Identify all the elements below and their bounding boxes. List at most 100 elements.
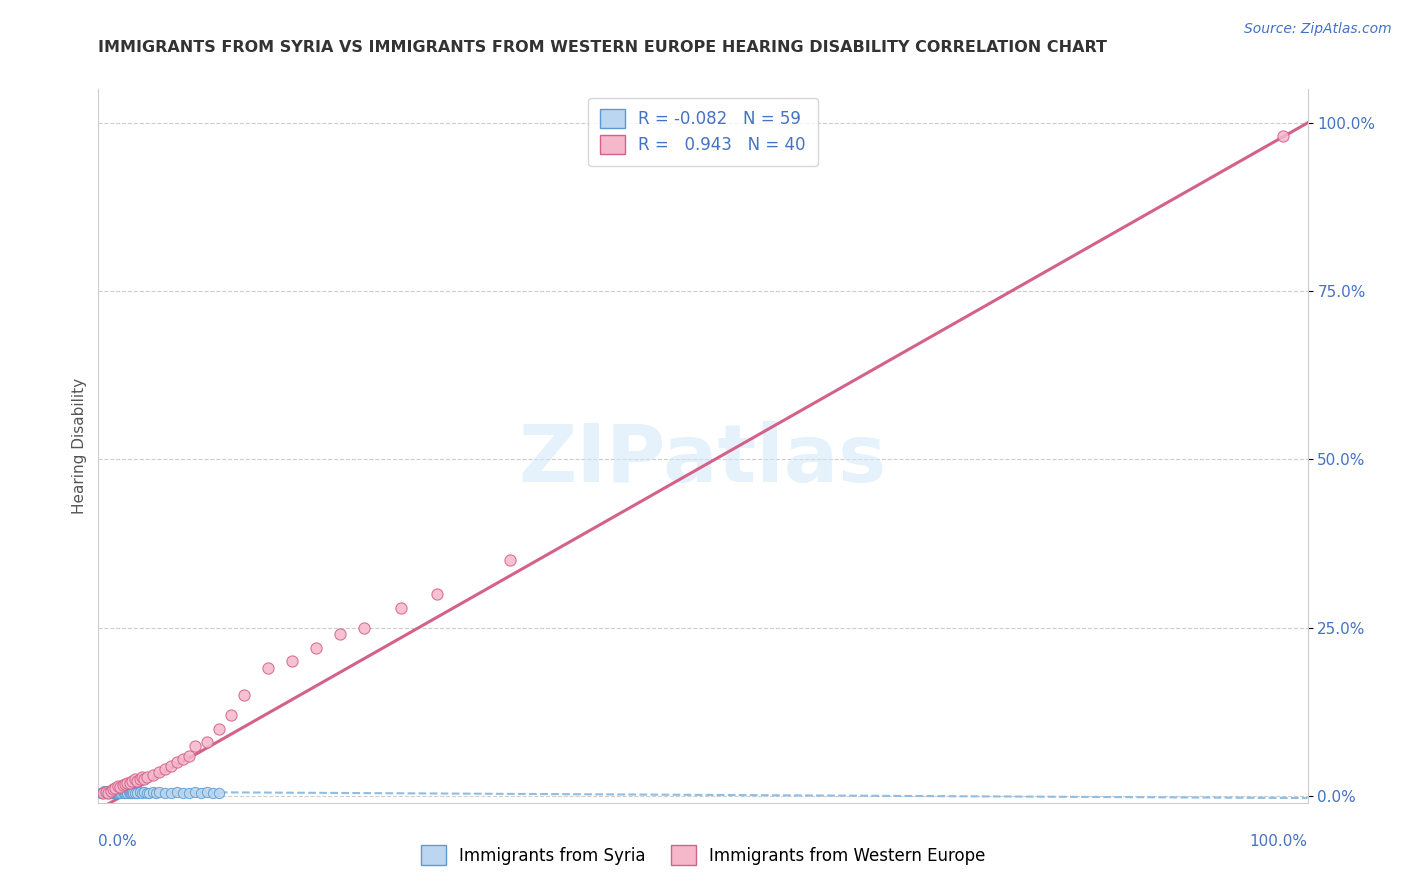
Point — [195, 785, 218, 799]
Point — [100, 784, 122, 798]
Point — [124, 772, 146, 787]
Point — [100, 783, 122, 797]
Point — [100, 786, 122, 800]
Point — [145, 786, 167, 800]
Point — [114, 786, 136, 800]
Point — [118, 785, 141, 799]
Point — [117, 786, 139, 800]
Y-axis label: Hearing Disability: Hearing Disability — [72, 378, 87, 514]
Point — [107, 779, 129, 793]
Point — [91, 786, 114, 800]
Point — [118, 786, 141, 800]
Point — [121, 774, 143, 789]
Point — [177, 748, 201, 763]
Point — [90, 786, 112, 800]
Point — [135, 786, 157, 800]
Point — [118, 775, 141, 789]
Point — [389, 600, 412, 615]
Point — [138, 786, 160, 800]
Point — [498, 553, 520, 567]
Point — [115, 785, 138, 799]
Point — [329, 627, 352, 641]
Point — [114, 777, 136, 791]
Point — [96, 786, 118, 800]
Point — [103, 786, 125, 800]
Point — [131, 786, 153, 800]
Point — [172, 752, 194, 766]
Point — [105, 786, 128, 800]
Point — [93, 784, 115, 798]
Point — [166, 756, 188, 770]
Point — [281, 655, 304, 669]
Point — [103, 784, 125, 798]
Point — [111, 778, 134, 792]
Point — [101, 782, 124, 797]
Point — [93, 785, 115, 799]
Point — [91, 786, 114, 800]
Point — [426, 587, 449, 601]
Point — [232, 688, 254, 702]
Point — [221, 708, 243, 723]
Point — [148, 785, 170, 799]
Point — [134, 785, 156, 799]
Text: ZIPatlas: ZIPatlas — [519, 421, 887, 500]
Point — [100, 786, 122, 800]
Point — [128, 785, 150, 799]
Point — [96, 784, 118, 798]
Point — [97, 785, 120, 799]
Point — [112, 786, 135, 800]
Point — [177, 786, 201, 800]
Text: 0.0%: 0.0% — [98, 834, 138, 849]
Point — [120, 786, 142, 800]
Text: Source: ZipAtlas.com: Source: ZipAtlas.com — [1244, 22, 1392, 37]
Point — [94, 785, 117, 799]
Point — [105, 784, 128, 798]
Text: IMMIGRANTS FROM SYRIA VS IMMIGRANTS FROM WESTERN EUROPE HEARING DISABILITY CORRE: IMMIGRANTS FROM SYRIA VS IMMIGRANTS FROM… — [98, 40, 1108, 55]
Point — [202, 786, 225, 800]
Point — [353, 621, 375, 635]
Point — [184, 785, 207, 799]
Point — [153, 786, 176, 800]
Point — [98, 784, 121, 798]
Point — [108, 780, 131, 794]
Point — [97, 786, 120, 800]
Point — [128, 772, 150, 787]
Point — [305, 640, 328, 655]
Point — [122, 786, 145, 800]
Point — [172, 786, 194, 800]
Point — [94, 785, 117, 799]
Point — [121, 785, 143, 799]
Point — [101, 785, 124, 799]
Point — [91, 786, 114, 800]
Point — [131, 770, 153, 784]
Text: 100.0%: 100.0% — [1250, 834, 1308, 849]
Point — [117, 775, 139, 789]
Point — [104, 786, 127, 800]
Point — [110, 786, 132, 800]
Legend: R = -0.082   N = 59, R =   0.943   N = 40: R = -0.082 N = 59, R = 0.943 N = 40 — [589, 97, 817, 166]
Point — [184, 739, 207, 753]
Point — [195, 735, 218, 749]
Point — [1272, 129, 1295, 144]
Point — [153, 762, 176, 776]
Point — [190, 786, 212, 800]
Point — [135, 770, 157, 784]
Point — [142, 767, 165, 781]
Point — [127, 786, 149, 800]
Point — [98, 786, 121, 800]
Point — [101, 786, 124, 800]
Point — [160, 786, 183, 800]
Point — [108, 785, 131, 799]
Point — [111, 785, 134, 799]
Point — [208, 786, 231, 800]
Point — [134, 772, 156, 787]
Point — [107, 786, 129, 800]
Point — [97, 786, 120, 800]
Point — [100, 785, 122, 799]
Point — [108, 786, 131, 800]
Point — [104, 780, 127, 795]
Point — [104, 785, 127, 799]
Point — [94, 786, 117, 800]
Point — [166, 785, 188, 799]
Point — [127, 774, 149, 789]
